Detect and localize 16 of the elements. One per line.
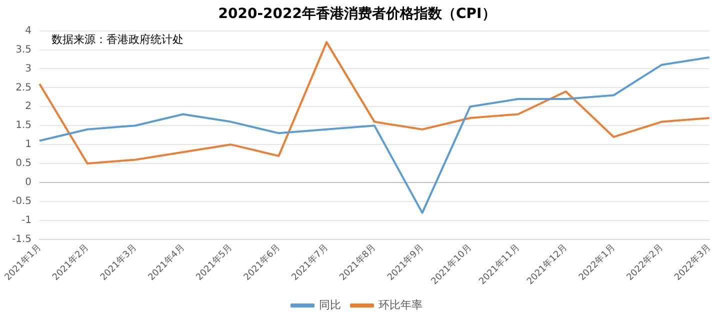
legend-label: 环比年率: [378, 298, 422, 312]
y-tick-label: -0.5: [12, 196, 32, 208]
y-tick-label: 0: [25, 177, 32, 188]
y-tick-label: -1: [22, 214, 32, 226]
y-tick-label: 1.5: [16, 120, 32, 132]
y-tick-label: 1: [25, 139, 32, 150]
y-tick-label: 3.5: [16, 44, 32, 56]
y-tick-label: 4: [25, 25, 32, 36]
chart-title: 2020-2022年香港消费者价格指数（CPI）: [218, 6, 496, 22]
y-tick-label: 0.5: [16, 158, 32, 170]
y-tick-label: 2: [25, 101, 32, 112]
annotation: 数据来源：香港政府统计处: [52, 33, 184, 46]
legend-label: 同比: [319, 298, 341, 312]
y-tick-label: 2.5: [16, 82, 32, 94]
y-tick-label: 3: [25, 63, 32, 74]
y-tick-label: -1.5: [12, 234, 32, 245]
